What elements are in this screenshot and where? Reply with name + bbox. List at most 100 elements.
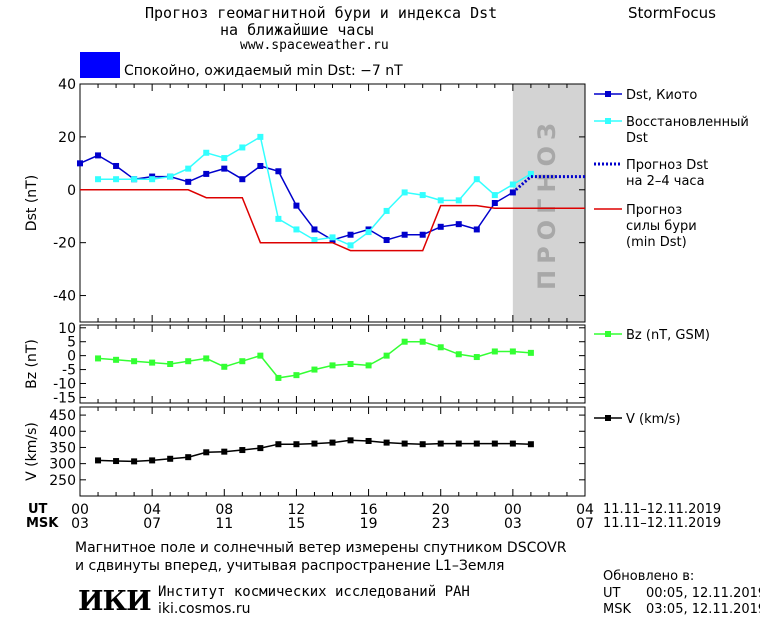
ut-tick-label: 12 [288,502,306,518]
dst-frame [79,83,586,323]
bz-ytick-label: -5 [62,363,76,379]
dst-ytick-label: 0 [67,183,76,199]
bz-data-point [329,362,336,369]
v-ytick-label: 300 [49,457,76,473]
dst-data-point [239,176,246,183]
storm-forecast-legend-label: силы бури [626,219,697,234]
bz-data-point [437,344,444,351]
page-title: Прогноз геомагнитной бури и индекса Dst [145,4,498,22]
bz-data-point [167,361,174,367]
v-data-point [347,437,354,444]
dst-data-point [365,229,372,236]
dst-series-line [80,189,585,252]
dst-data-point [221,155,228,162]
v-ytick-label: 250 [49,473,76,489]
msk-tick-label: 07 [143,516,161,532]
dst-data-point [509,181,516,188]
v-data-point [491,440,498,447]
v-data-point [311,440,318,447]
bz-data-point [491,348,498,355]
bz-data-point [455,351,462,358]
dst-data-point [383,237,390,244]
bz-legend-label: Bz (nT, GSM) [626,328,710,343]
institute-name: Институт космических исследований РАН [158,584,470,600]
dst-data-point [95,176,102,183]
ut-tick-label: 04 [143,502,161,518]
bz-data-point [203,355,210,362]
msk-axis-label: MSK [26,516,59,531]
v-data-point [473,440,480,447]
forecast-band [512,84,585,322]
bz-data-point [311,366,318,373]
bz-data-point [275,374,282,381]
msk-tick-label: 15 [288,516,306,532]
v-data-point [401,440,408,447]
bz-data-point [113,356,120,363]
msk-tick-label: 03 [504,516,522,532]
dst-data-point [293,202,300,209]
dst-data-point [131,176,138,183]
v-data-point [131,458,138,465]
v-data-point [149,457,156,464]
ut-date-range: 11.11–12.11.2019 [603,502,722,517]
dst-data-point [473,176,480,183]
dst-ytick-label: 40 [58,77,76,93]
storm-forecast-legend-label: Прогноз [626,203,682,218]
bz-data-point [131,358,138,365]
dst-data-point [437,223,444,230]
dst-data-point [221,165,228,172]
dst-data-point [239,144,246,151]
bz-ytick-label: -15 [53,390,76,406]
msk-date-range: 11.11–12.11.2019 [603,516,722,531]
v-data-point [455,440,462,447]
v-data-point [221,448,228,455]
ut-axis-label: UT [28,502,48,517]
site-link[interactable]: www.spaceweather.ru [240,38,389,53]
dst-data-point [383,207,390,214]
v-data-point [257,445,264,452]
dst-data-point [311,226,318,233]
dst-data-point [419,192,426,199]
bz-data-point [95,355,102,362]
dst-data-point [257,162,264,169]
bz-data-point [419,338,426,345]
ut-tick-label: 20 [432,502,450,518]
updated-ut-time: 00:05, 12.11.2019 [646,586,760,601]
bz-data-point [293,372,300,379]
v-data-point [203,449,210,456]
updated-label: Обновлено в: [603,569,695,584]
ut-tick-label: 08 [215,502,233,518]
bz-data-point [365,362,372,369]
v-data-point [383,439,390,446]
dst-forecast-legend-label: Прогноз Dst [626,158,708,173]
dst-data-point [473,226,480,233]
dst-data-point [455,197,462,204]
dst-data-point [275,168,282,175]
ut-tick-label: 16 [360,502,378,518]
dst-restored-legend-label: Dst [626,131,648,146]
status-text: Спокойно, ожидаемый min Dst: −7 nT [124,63,403,79]
bz-legend-marker [605,331,611,337]
dst-data-point [509,189,516,196]
dst-data-point [113,162,120,169]
bz-data-point [383,352,390,359]
institute-link[interactable]: iki.cosmos.ru [158,601,251,617]
dst-data-point [527,170,534,177]
v-legend-label: V (km/s) [626,412,681,427]
dst-data-point [203,149,210,156]
bz-ytick-label: 10 [58,321,76,337]
dst-data-point [401,189,408,196]
dst-ylabel: Dst (nT) [24,175,40,231]
dst-ytick-label: 20 [58,130,76,146]
dst-series-line [511,175,585,194]
bz-ylabel: Bz (nT) [24,339,40,389]
bz-data-point [149,359,156,366]
v-data-point [419,441,426,448]
dst-kyoto-legend-marker [605,91,611,97]
dst-data-point [167,173,174,180]
measurement-note-line2: и сдвинуты вперед, учитывая распростране… [75,558,505,574]
v-data-point [329,439,336,446]
bz-data-point [473,354,480,361]
dst-forecast-legend-label: на 2–4 часа [626,174,705,189]
